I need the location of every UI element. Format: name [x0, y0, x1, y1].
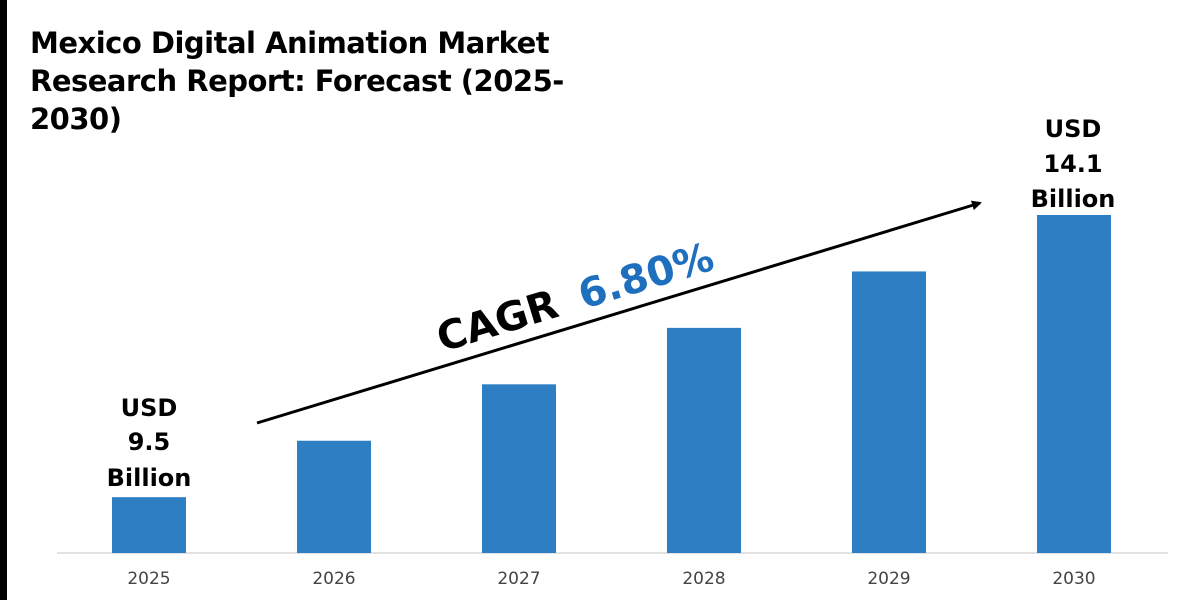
x-tick-label: 2029: [867, 569, 910, 589]
bar-2027: [482, 384, 556, 553]
x-tick-label: 2028: [682, 569, 725, 589]
bar-2030: [1037, 215, 1111, 553]
end-label-line3: Billion: [1031, 185, 1116, 213]
end-label-line1: USD: [1045, 115, 1102, 143]
bar-2025: [112, 497, 186, 553]
end-label-line2: 14.1: [1043, 150, 1102, 178]
start-label-line3: Billion: [107, 464, 192, 492]
x-tick-label: 2030: [1052, 569, 1095, 589]
left-edge-stripe: [0, 0, 7, 600]
growth-arrow: [256, 200, 982, 425]
x-tick-label: 2027: [497, 569, 540, 589]
bar-2028: [667, 327, 741, 553]
x-tick-label: 2025: [127, 569, 170, 589]
start-label-line2: 9.5: [128, 428, 171, 456]
start-label-line1: USD: [121, 394, 178, 422]
bar-2026: [297, 440, 371, 553]
x-tick-label: 2026: [312, 569, 355, 589]
bar-2029: [852, 271, 926, 553]
chart-title: Mexico Digital Animation Market Research…: [30, 26, 564, 136]
